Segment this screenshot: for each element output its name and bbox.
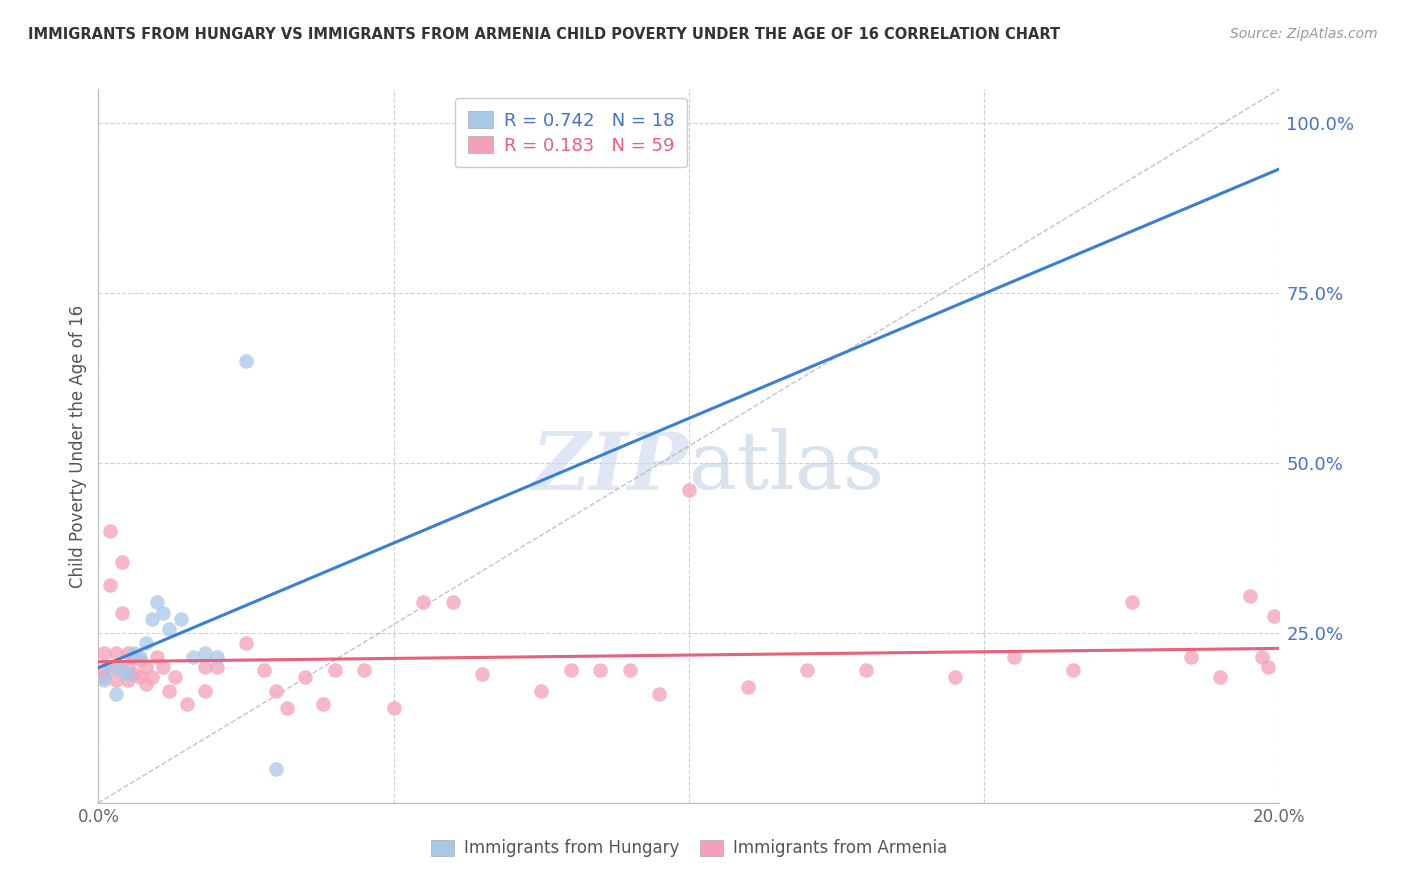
Point: [98, 524, 121, 538]
Point: [117, 660, 139, 674]
Point: [111, 606, 134, 620]
Y-axis label: Child Poverty Under the Age of 16: Child Poverty Under the Age of 16: [69, 304, 87, 588]
Point: [170, 612, 193, 626]
Point: [117, 666, 139, 681]
Text: IMMIGRANTS FROM HUNGARY VS IMMIGRANTS FROM ARMENIA CHILD POVERTY UNDER THE AGE O: IMMIGRANTS FROM HUNGARY VS IMMIGRANTS FR…: [28, 27, 1060, 42]
Point: [1250, 649, 1272, 664]
Point: [93, 673, 115, 688]
Point: [141, 612, 163, 626]
Point: [111, 555, 134, 569]
Point: [796, 663, 818, 677]
Point: [235, 636, 257, 650]
Point: [619, 663, 641, 677]
Point: [205, 660, 228, 674]
Point: [1239, 589, 1261, 603]
Point: [276, 700, 298, 714]
Point: [253, 663, 276, 677]
Point: [105, 660, 128, 674]
Text: atlas: atlas: [689, 428, 884, 507]
Point: [194, 646, 217, 660]
Point: [122, 666, 145, 681]
Point: [648, 687, 671, 701]
Point: [1180, 649, 1202, 664]
Point: [122, 649, 145, 664]
Point: [141, 670, 163, 684]
Point: [157, 623, 180, 637]
Point: [264, 762, 287, 776]
Point: [146, 595, 169, 609]
Point: [128, 670, 150, 684]
Point: [105, 673, 128, 688]
Point: [152, 660, 174, 674]
Point: [530, 683, 553, 698]
Point: [98, 660, 121, 674]
Point: [235, 354, 257, 368]
Point: [93, 663, 115, 677]
Point: [117, 646, 139, 660]
Point: [135, 660, 157, 674]
Point: [93, 670, 115, 684]
Point: [1263, 608, 1285, 623]
Point: [312, 698, 335, 712]
Point: [105, 646, 128, 660]
Point: [1002, 649, 1025, 664]
Point: [441, 595, 464, 609]
Point: [560, 663, 582, 677]
Point: [165, 670, 187, 684]
Point: [194, 660, 217, 674]
Text: Source: ZipAtlas.com: Source: ZipAtlas.com: [1230, 27, 1378, 41]
Legend: Immigrants from Hungary, Immigrants from Armenia: Immigrants from Hungary, Immigrants from…: [422, 831, 956, 866]
Point: [122, 646, 145, 660]
Point: [135, 636, 157, 650]
Point: [93, 646, 115, 660]
Point: [294, 670, 316, 684]
Point: [323, 663, 346, 677]
Point: [157, 683, 180, 698]
Text: ZIP: ZIP: [531, 429, 689, 506]
Point: [412, 595, 434, 609]
Point: [1062, 663, 1084, 677]
Point: [135, 677, 157, 691]
Point: [1121, 595, 1143, 609]
Point: [205, 649, 228, 664]
Point: [589, 663, 612, 677]
Point: [382, 700, 405, 714]
Point: [117, 673, 139, 688]
Point: [98, 578, 121, 592]
Point: [471, 666, 494, 681]
Point: [152, 606, 174, 620]
Point: [146, 649, 169, 664]
Point: [1209, 670, 1232, 684]
Point: [128, 653, 150, 667]
Point: [105, 687, 128, 701]
Point: [737, 680, 759, 694]
Point: [176, 698, 198, 712]
Point: [194, 683, 217, 698]
Point: [264, 683, 287, 698]
Point: [128, 649, 150, 664]
Point: [353, 663, 375, 677]
Point: [678, 483, 700, 498]
Point: [943, 670, 966, 684]
Point: [181, 649, 204, 664]
Point: [855, 663, 877, 677]
Point: [1257, 660, 1279, 674]
Point: [111, 663, 134, 677]
